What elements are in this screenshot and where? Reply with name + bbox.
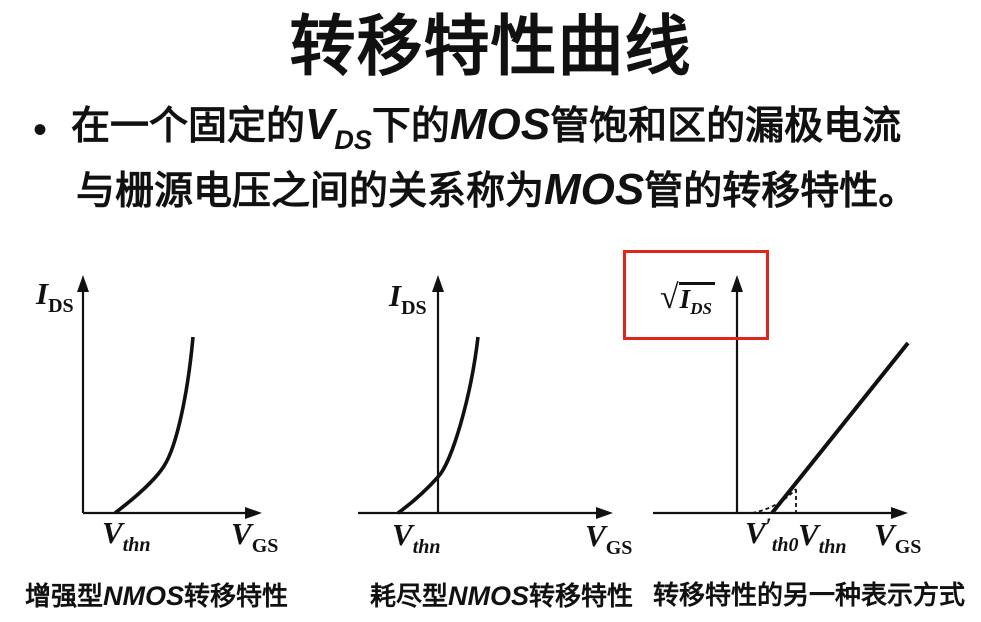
g1-xlabel-sub: GS [251,535,279,557]
g3-thn-sub: thn [818,536,847,558]
g2-xlabel-base: V [585,518,606,553]
g3-xlabel-base: V [874,517,895,552]
g1-x-axis-label: VGS [231,516,278,556]
g3-caption: 转移特性的另一种表示方式 [653,580,965,611]
x-axis-arrow [596,507,613,519]
y-axis-arrow [731,275,743,292]
g1-threshold-sub: thn [122,534,151,556]
bullet-text: 管饱和区的漏极电流 [550,105,902,148]
g3-xlabel-sub: GS [894,536,922,558]
highlight-box [623,250,769,340]
radicand: IDS [678,282,715,317]
g3-x-axis-label: VGS [874,517,921,557]
bullet-text: 在一个固定的 [71,105,306,148]
g1-threshold-label: Vthn [102,515,151,555]
caption-text: 耗尽型 [370,582,449,611]
y-axis-arrow [432,275,444,292]
transfer-curve [396,336,480,515]
g2-xlabel-sub: GS [605,537,633,559]
caption-latin: NMOS [103,581,185,611]
g3-th0-prime: ′ [765,513,772,538]
transfer-curve [113,336,195,515]
g3-ylabel-sub: DS [690,299,712,318]
sqrt-transfer-plot [653,275,910,519]
radical-sign: √ [660,279,679,316]
depletion-nmos-plot [358,275,613,519]
caption-latin: NMOS [448,581,530,611]
g1-ylabel-sub: DS [48,295,74,317]
g2-threshold-base: V [392,517,413,552]
caption-text: 转移特性 [529,582,634,611]
g1-xlabel-base: V [231,516,252,551]
bullet-text: 下的 [371,105,450,148]
x-axis-arrow [891,507,908,519]
vds-subscript: DS [334,125,372,155]
bullet-text: 与栅源电压之间的关系称为 [76,170,545,213]
g3-th0-base: V [745,515,766,550]
g1-y-axis-label: IDS [36,276,74,316]
g3-ylabel-base: I [679,284,691,314]
g3-th0-sub: th0 [771,534,799,556]
g2-caption: 耗尽型NMOS转移特性 [370,580,633,612]
sqrt-line [770,341,910,515]
g2-x-axis-label: VGS [585,518,632,558]
slide-title: 转移特性曲线 [289,11,692,84]
g2-y-axis-label: IDS [389,278,427,318]
x-axis-arrow [245,507,262,519]
g2-ylabel-base: I [389,278,402,313]
bullet-text: 管的转移特性。 [644,170,918,213]
g2-threshold-sub: thn [412,536,441,558]
mos-term: MOS [544,165,645,214]
caption-text: 转移特性的另一种表示方式 [653,581,966,610]
g3-thn-base: V [798,517,819,552]
g1-caption: 增强型NMOS转移特性 [25,580,288,612]
vds-variable: VDS [305,103,372,154]
g3-thn-label: Vthn [798,517,847,557]
g1-threshold-base: V [102,515,123,550]
caption-text: 转移特性 [184,582,289,611]
g3-th0-label: V′th0 [745,515,799,556]
g2-threshold-label: Vthn [392,517,441,557]
y-axis-arrow [77,275,89,292]
g3-y-axis-label: √IDS [660,279,715,317]
bullet-line-1: 在一个固定的VDS下的MOS管饱和区的漏极电流 [71,100,902,154]
mos-term: MOS [449,100,551,149]
bullet-line-2: 与栅源电压之间的关系称为MOS管的转移特性。 [76,168,917,212]
caption-text: 增强型 [25,582,104,611]
g2-ylabel-sub: DS [401,297,427,319]
bullet-marker: • [33,107,48,152]
g1-ylabel-base: I [36,276,49,311]
enhancement-nmos-plot [77,275,262,519]
vds-base: V [305,100,335,149]
